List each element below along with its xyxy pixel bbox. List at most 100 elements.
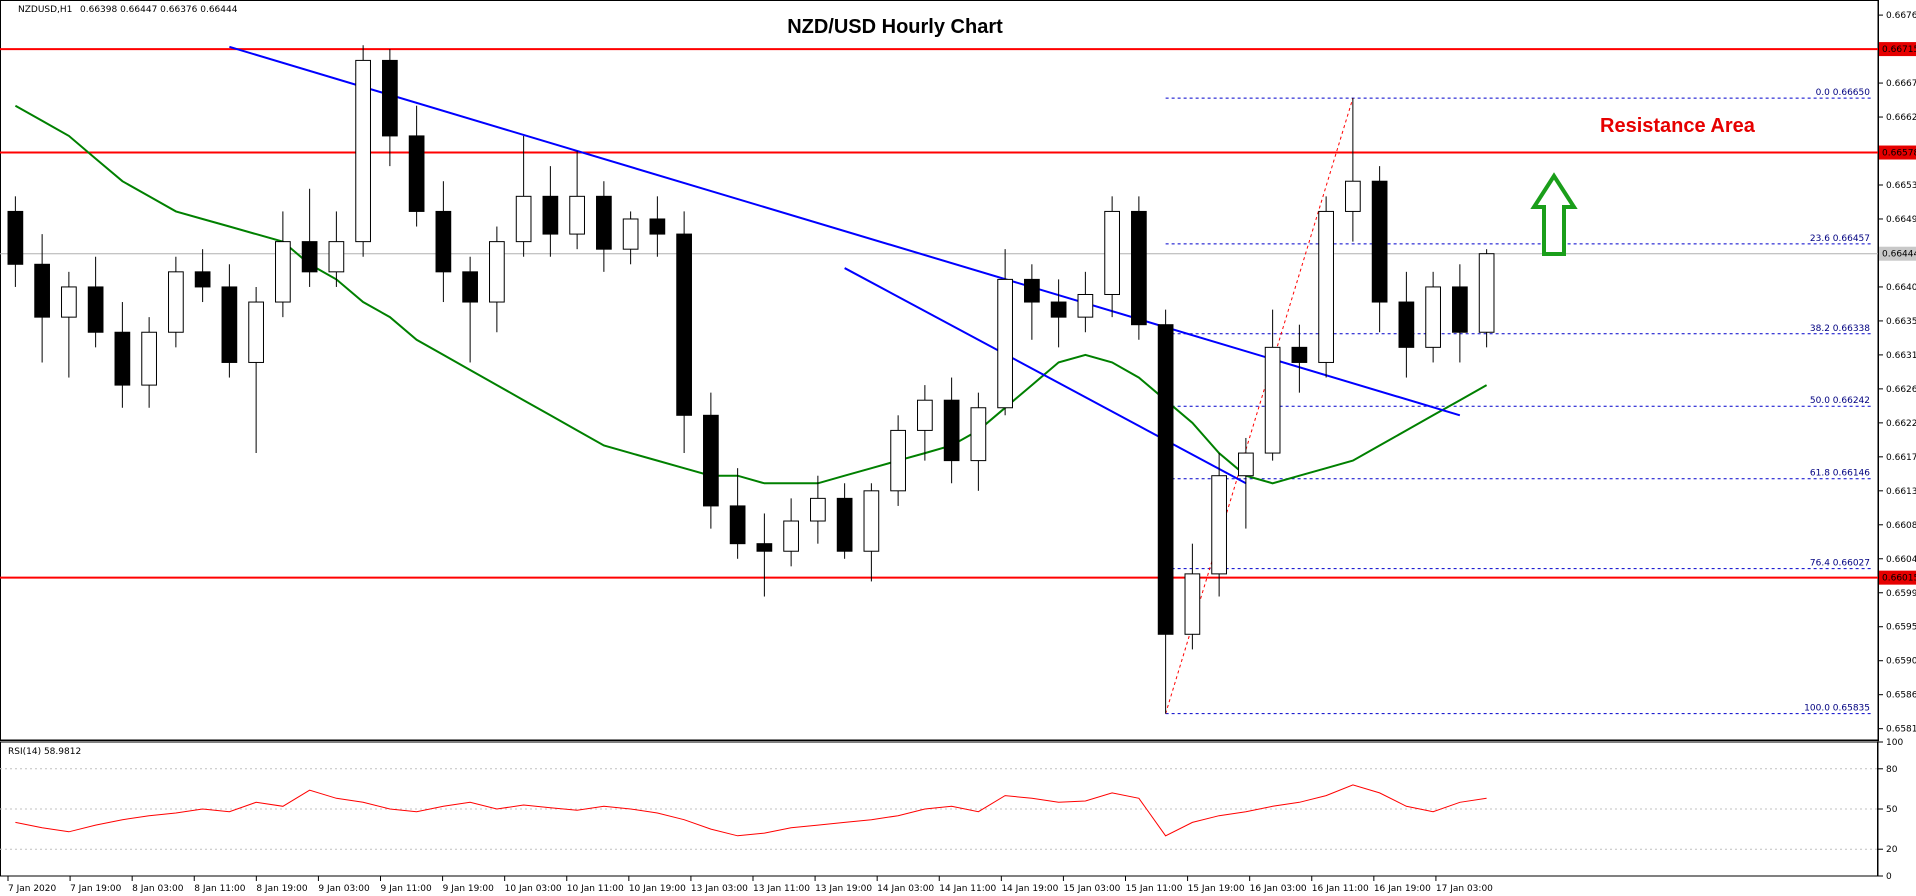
up-arrow-icon	[1530, 172, 1578, 256]
candle-body	[542, 195, 559, 235]
candle	[676, 211, 692, 454]
candle-body	[1291, 346, 1308, 363]
candle-body	[676, 233, 692, 416]
candle-body	[275, 241, 291, 303]
candle	[408, 105, 425, 227]
candle	[1425, 271, 1441, 363]
candle	[168, 256, 184, 348]
candle	[1024, 264, 1040, 340]
candle	[1050, 279, 1067, 348]
fib-level-label: 100.0 0.65835	[1804, 704, 1870, 714]
candle-body	[596, 195, 612, 250]
price-label-bg	[1879, 246, 1916, 261]
candle-body	[756, 543, 773, 552]
candle-body	[1024, 278, 1040, 303]
fib-level-label: 61.8 0.66146	[1810, 469, 1870, 479]
resistance-area-label: Resistance Area	[1600, 115, 1756, 137]
candle-body	[836, 497, 853, 552]
y-tick-label: 0.66175	[1886, 453, 1916, 463]
x-tick-label: 8 Jan 03:00	[132, 884, 184, 894]
candle-body	[301, 241, 318, 273]
candle	[61, 271, 77, 378]
candle-body	[810, 497, 826, 522]
candle	[462, 256, 478, 363]
candle-body	[34, 263, 50, 318]
candle	[729, 468, 746, 559]
trendlines	[229, 45, 1461, 485]
candle-body	[970, 407, 987, 462]
y-tick-label: 0.66355	[1886, 317, 1916, 327]
candle	[943, 377, 960, 484]
candle-body	[1452, 286, 1468, 333]
candles	[7, 45, 1495, 714]
x-tick-label: 15 Jan 19:00	[1188, 884, 1245, 894]
candle	[1104, 196, 1120, 318]
trendline	[229, 45, 1461, 417]
price-label-text: 0.66715	[1882, 45, 1916, 55]
candle-body	[890, 429, 906, 492]
x-tick-label: 9 Jan 19:00	[443, 884, 495, 894]
candle	[248, 286, 264, 454]
candle-body	[622, 218, 639, 250]
candle	[836, 483, 853, 559]
candle	[515, 135, 532, 257]
candle-body	[1157, 324, 1174, 635]
x-tick-label: 8 Jan 11:00	[194, 884, 246, 894]
candle	[1398, 271, 1415, 378]
candle	[1184, 543, 1201, 650]
candle	[301, 188, 318, 287]
level-price-label: 0.66578	[1879, 145, 1916, 160]
candle-body	[61, 286, 77, 318]
level-price-label: 0.66715	[1879, 42, 1916, 57]
candle	[141, 317, 157, 408]
y-tick-label: 0.65905	[1886, 657, 1916, 667]
rsi-line	[15, 784, 1487, 837]
candle-body	[1318, 210, 1334, 363]
x-tick-label: 16 Jan 11:00	[1312, 884, 1369, 894]
candle-body	[729, 505, 746, 545]
candle	[756, 513, 773, 597]
x-tick-label: 13 Jan 19:00	[815, 884, 872, 894]
candle-body	[569, 195, 585, 235]
candle-body	[997, 278, 1013, 409]
candle-body	[863, 490, 880, 552]
candle-body	[87, 286, 104, 333]
candle-body	[382, 59, 398, 137]
candle	[783, 498, 799, 567]
price-label-text: 0.66015	[1882, 574, 1916, 584]
candle	[703, 392, 719, 529]
candle-body	[141, 331, 157, 386]
main-panel-frame	[0, 0, 1879, 741]
rsi-tick-label: 50	[1886, 805, 1898, 815]
candle	[435, 181, 452, 303]
y-tick-label: 0.65815	[1886, 725, 1916, 735]
rsi-label: RSI(14) 58.9812	[8, 747, 81, 757]
price-axis-ticks: 0.667600.667150.666700.666250.665800.665…	[1878, 11, 1916, 735]
candle	[328, 211, 345, 287]
candle	[1478, 249, 1495, 348]
candle	[890, 415, 906, 506]
candle	[1238, 437, 1254, 529]
x-tick-label: 16 Jan 03:00	[1250, 884, 1307, 894]
rsi-tick-label: 80	[1886, 765, 1898, 775]
candle-body	[114, 331, 131, 386]
candle-body	[1371, 180, 1388, 303]
x-tick-label: 8 Jan 19:00	[256, 884, 308, 894]
rsi-panel: 100 80 50 20 0	[0, 738, 1903, 882]
x-tick-label: 10 Jan 03:00	[505, 884, 562, 894]
candle	[596, 181, 612, 272]
candle	[7, 196, 24, 287]
candle-body	[1184, 573, 1201, 635]
candle	[1452, 264, 1468, 363]
x-tick-label: 9 Jan 03:00	[318, 884, 370, 894]
price-label-bg	[1879, 570, 1916, 585]
candle	[649, 196, 666, 257]
candle	[1318, 196, 1334, 378]
